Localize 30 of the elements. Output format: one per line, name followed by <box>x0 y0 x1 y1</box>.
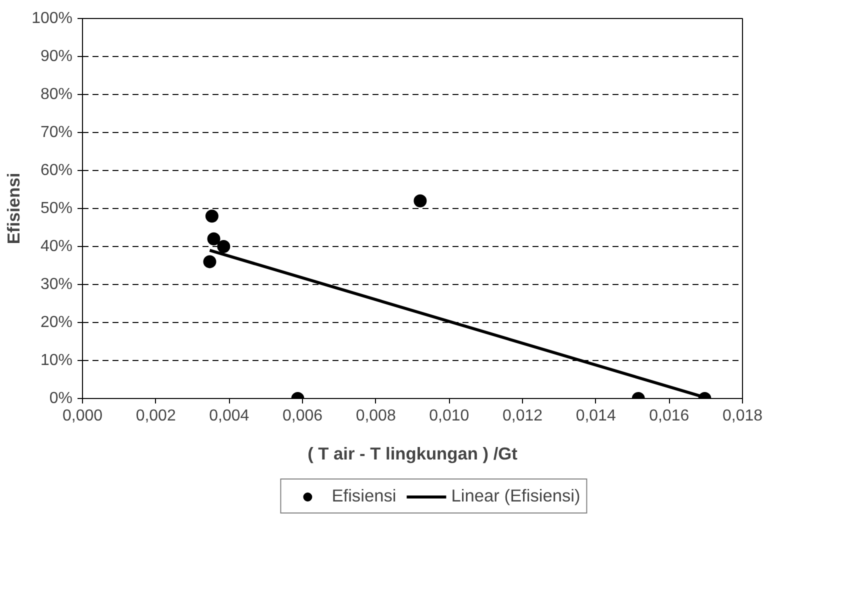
y-tick-label: 10% <box>40 352 73 369</box>
y-tick-label: 20% <box>40 314 73 331</box>
point <box>217 240 230 253</box>
x-tick-label: 0,014 <box>576 408 616 424</box>
x-tick-label: 0,004 <box>209 408 250 424</box>
x-tick-label: 0,008 <box>356 408 396 424</box>
y-tick-label: 90% <box>40 48 73 65</box>
y-tick-label: 60% <box>40 162 73 179</box>
x-tick-label: 0,002 <box>136 408 176 424</box>
y-tick-label: 70% <box>40 124 73 141</box>
y-tick-label: 50% <box>40 200 73 217</box>
x-axis-title: ( T air - T lingkungan ) /Gt <box>308 444 518 464</box>
legend-label: Linear (Efisiensi) <box>451 486 580 506</box>
x-tick-label: 0,006 <box>282 408 323 424</box>
point <box>207 232 220 246</box>
y-tick-label: 80% <box>40 86 73 103</box>
point <box>205 210 218 223</box>
legend-label: Efisiensi <box>332 486 396 506</box>
x-tick-label: 0,010 <box>429 408 470 424</box>
point <box>414 194 427 208</box>
x-tick-label: 0,000 <box>62 408 103 424</box>
point <box>203 255 216 268</box>
x-tick-label: 0,018 <box>722 408 763 424</box>
y-tick-label: 40% <box>40 238 73 255</box>
x-tick-label: 0,012 <box>502 408 543 424</box>
x-tick-label: 0,016 <box>649 408 690 424</box>
y-tick-label: 100% <box>32 10 72 27</box>
y-tick-label: 0% <box>49 390 72 407</box>
y-axis-title: Efisiensi <box>4 172 24 244</box>
y-tick-label: 30% <box>40 276 73 293</box>
